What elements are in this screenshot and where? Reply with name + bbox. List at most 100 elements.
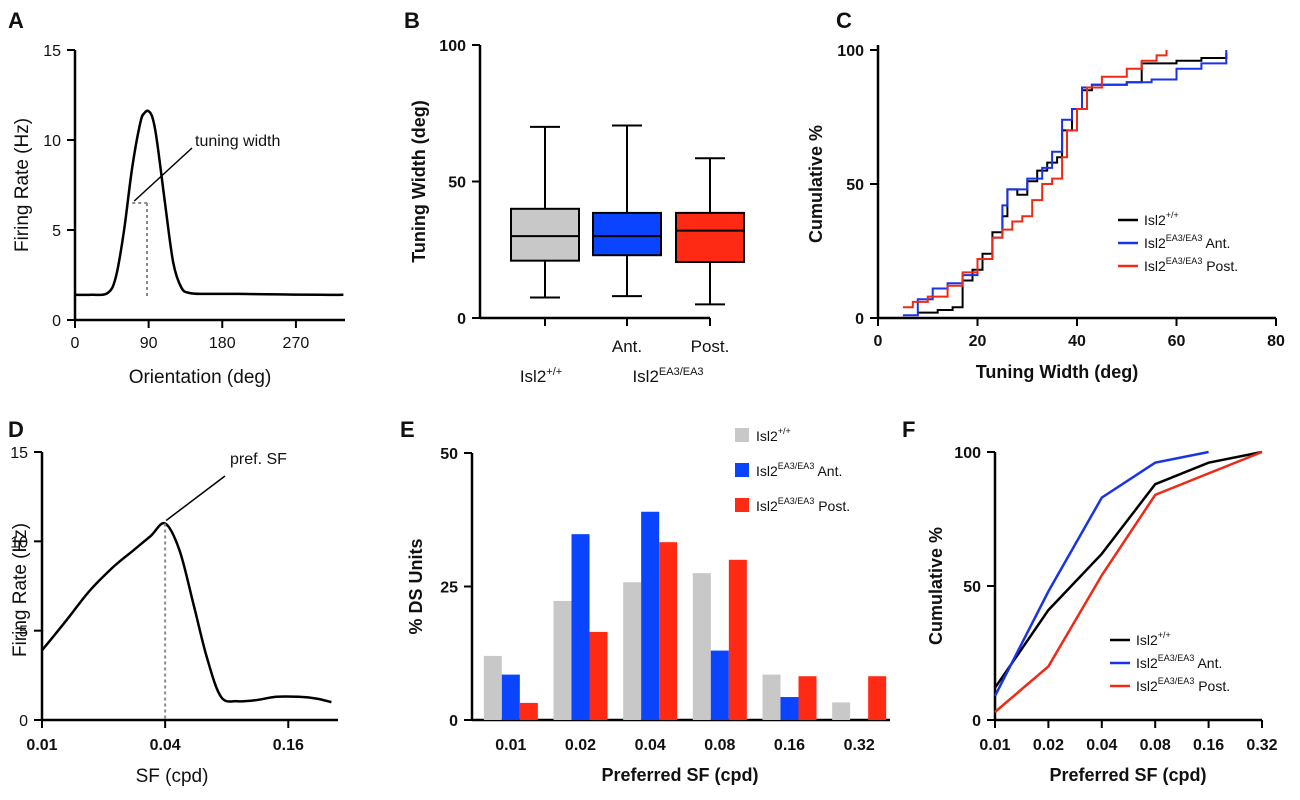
legend-label-2-base: Isl2 bbox=[1144, 258, 1166, 274]
y-tick-label: 50 bbox=[448, 175, 466, 192]
y-axis-label: Tuning Width (deg) bbox=[409, 100, 429, 262]
cdf-line-0 bbox=[993, 450, 1263, 689]
bar-1-2 bbox=[641, 511, 660, 720]
panel-letter-c: C bbox=[836, 8, 852, 33]
y-tick-label: 0 bbox=[52, 313, 61, 330]
sf-tuning-curve bbox=[41, 521, 332, 704]
bar-0-5 bbox=[832, 702, 851, 720]
legend-label-2-suffix: Post. bbox=[814, 498, 850, 514]
y-tick-label: 100 bbox=[954, 445, 981, 462]
x-tick-label: 0.04 bbox=[1086, 737, 1117, 754]
annotation-leader bbox=[133, 147, 193, 202]
x-tick-label: 180 bbox=[209, 335, 236, 352]
y-tick-label: 0 bbox=[972, 713, 981, 730]
legend-label-1-base: Isl2 bbox=[1144, 235, 1166, 251]
legend-label-2-base: Isl2 bbox=[1136, 678, 1158, 694]
x-tick-label: 0.32 bbox=[844, 737, 875, 754]
box-0 bbox=[510, 207, 580, 262]
bar-0-4 bbox=[762, 674, 781, 720]
legend-label-2: Isl2EA3/EA3 Post. bbox=[1144, 256, 1238, 274]
bar-2-5 bbox=[868, 676, 887, 720]
bar-1-1 bbox=[571, 534, 590, 720]
category-label-1: Ant. bbox=[612, 337, 642, 356]
x-tick-label: 0.08 bbox=[1140, 737, 1171, 754]
y-tick-label: 10 bbox=[43, 133, 61, 150]
legend-label-2-sup: EA3/EA3 bbox=[1166, 256, 1203, 266]
x-tick-label: 0.02 bbox=[565, 737, 596, 754]
tuning-curve bbox=[74, 109, 344, 297]
legend-label-1-base: Isl2 bbox=[756, 463, 778, 479]
annotation-pref-sf: pref. SF bbox=[230, 451, 287, 468]
panel-f-chart: 0 50 100 0.01 0.02 0.04 0.08 0.16 0.32 Preferred … bbox=[926, 445, 1278, 785]
bar-2-1 bbox=[589, 631, 608, 720]
x-tick-label: 0.32 bbox=[1246, 737, 1277, 754]
y-tick-label: 15 bbox=[43, 43, 61, 60]
bar-1-0 bbox=[501, 674, 520, 720]
legend-swatch-0 bbox=[735, 428, 749, 442]
cdf-line-2 bbox=[902, 50, 1168, 309]
panel-letter-b: B bbox=[404, 8, 420, 33]
panel-letter-f: F bbox=[902, 417, 915, 442]
legend-label-0-sup: +/+ bbox=[1166, 210, 1179, 220]
legend-label-1: Isl2EA3/EA3 Ant. bbox=[1144, 233, 1230, 251]
annotation-leader bbox=[165, 475, 226, 522]
y-tick-label: 50 bbox=[846, 177, 864, 194]
x-tick-label: 0.01 bbox=[26, 737, 57, 754]
cdf-line-1 bbox=[993, 450, 1209, 697]
x-axis-label: Preferred SF (cpd) bbox=[601, 765, 758, 785]
x-tick-label: 0.16 bbox=[1193, 737, 1224, 754]
panel-letter-a: A bbox=[8, 8, 24, 33]
y-tick-label: 0 bbox=[449, 713, 458, 730]
x-tick-label: 270 bbox=[283, 335, 310, 352]
x-axis-label: Preferred SF (cpd) bbox=[1049, 765, 1206, 785]
panel-e-chart: 0 25 50 Preferred SF (cpd) % DS Units 0.01 0.0… bbox=[406, 426, 890, 785]
x-tick-label: 0.01 bbox=[979, 737, 1010, 754]
y-axis-label: Firing Rate (Hz) bbox=[10, 523, 31, 657]
panel-d-chart: 0 5 10 15 0.01 0.04 0.16 SF (cpd) Firing Rate (H… bbox=[10, 445, 338, 787]
legend-label-1-sup: EA3/EA3 bbox=[778, 461, 815, 471]
legend-label-1: Isl2EA3/EA3 Ant. bbox=[1136, 653, 1222, 671]
legend-label-0-base: Isl2 bbox=[1144, 212, 1166, 228]
y-tick-label: 0 bbox=[457, 311, 466, 328]
legend-label-0-base: Isl2 bbox=[756, 428, 778, 444]
cdf-line-2 bbox=[994, 450, 1263, 713]
y-axis-label: Cumulative % bbox=[806, 125, 826, 243]
y-axis-label: % DS Units bbox=[406, 538, 426, 634]
bar-2-2 bbox=[659, 542, 678, 720]
y-tick-label: 100 bbox=[837, 43, 864, 60]
x-tick-label: 0 bbox=[874, 333, 883, 350]
legend-label-0-base: Isl2 bbox=[1136, 632, 1158, 648]
cdf-line-1 bbox=[902, 50, 1228, 317]
panel-c-chart: 0 50 100 0 20 40 60 80 Tuning Width (deg) Cumulat… bbox=[806, 43, 1285, 382]
x-axis-label: Orientation (deg) bbox=[129, 367, 272, 388]
legend-label-0-sup: +/+ bbox=[1158, 630, 1171, 640]
bar-0-0 bbox=[483, 655, 502, 720]
x-axis-label: Tuning Width (deg) bbox=[976, 362, 1138, 382]
y-tick-label: 100 bbox=[439, 38, 466, 55]
box-2 bbox=[675, 211, 745, 264]
y-tick-label: 5 bbox=[52, 223, 61, 240]
legend-label-1-sup: EA3/EA3 bbox=[1166, 233, 1203, 243]
x-axis-label: SF (cpd) bbox=[136, 766, 209, 787]
y-tick-label: 10 bbox=[10, 534, 28, 551]
legend-label-2-sup: EA3/EA3 bbox=[1158, 676, 1195, 686]
y-tick-label: 25 bbox=[440, 580, 458, 597]
legend-label-0: Isl2+/+ bbox=[1136, 630, 1171, 648]
group-label-mutant-sup: EA3/EA3 bbox=[659, 366, 704, 378]
y-tick-label: 5 bbox=[19, 624, 28, 641]
x-tick-label: 80 bbox=[1267, 333, 1285, 350]
group-label-mutant-base: Isl2 bbox=[632, 367, 658, 386]
legend-label-1-suffix: Ant. bbox=[1202, 235, 1230, 251]
legend-label-2: Isl2EA3/EA3 Post. bbox=[1136, 676, 1230, 694]
category-label-wt-base: Isl2 bbox=[520, 367, 546, 386]
panel-letter-e: E bbox=[400, 417, 415, 442]
legend-label-2-base: Isl2 bbox=[756, 498, 778, 514]
legend-label-2-suffix: Post. bbox=[1194, 678, 1230, 694]
x-tick-label: 60 bbox=[1168, 333, 1186, 350]
legend-label-2: Isl2EA3/EA3 Post. bbox=[756, 496, 850, 514]
x-tick-label: 0.16 bbox=[273, 737, 304, 754]
panel-a-chart: 0 5 10 15 0 90 180 270 Orientation (deg) Firing R… bbox=[12, 43, 345, 388]
legend-label-1: Isl2EA3/EA3 Ant. bbox=[756, 461, 842, 479]
legend-swatch-1 bbox=[735, 463, 749, 477]
